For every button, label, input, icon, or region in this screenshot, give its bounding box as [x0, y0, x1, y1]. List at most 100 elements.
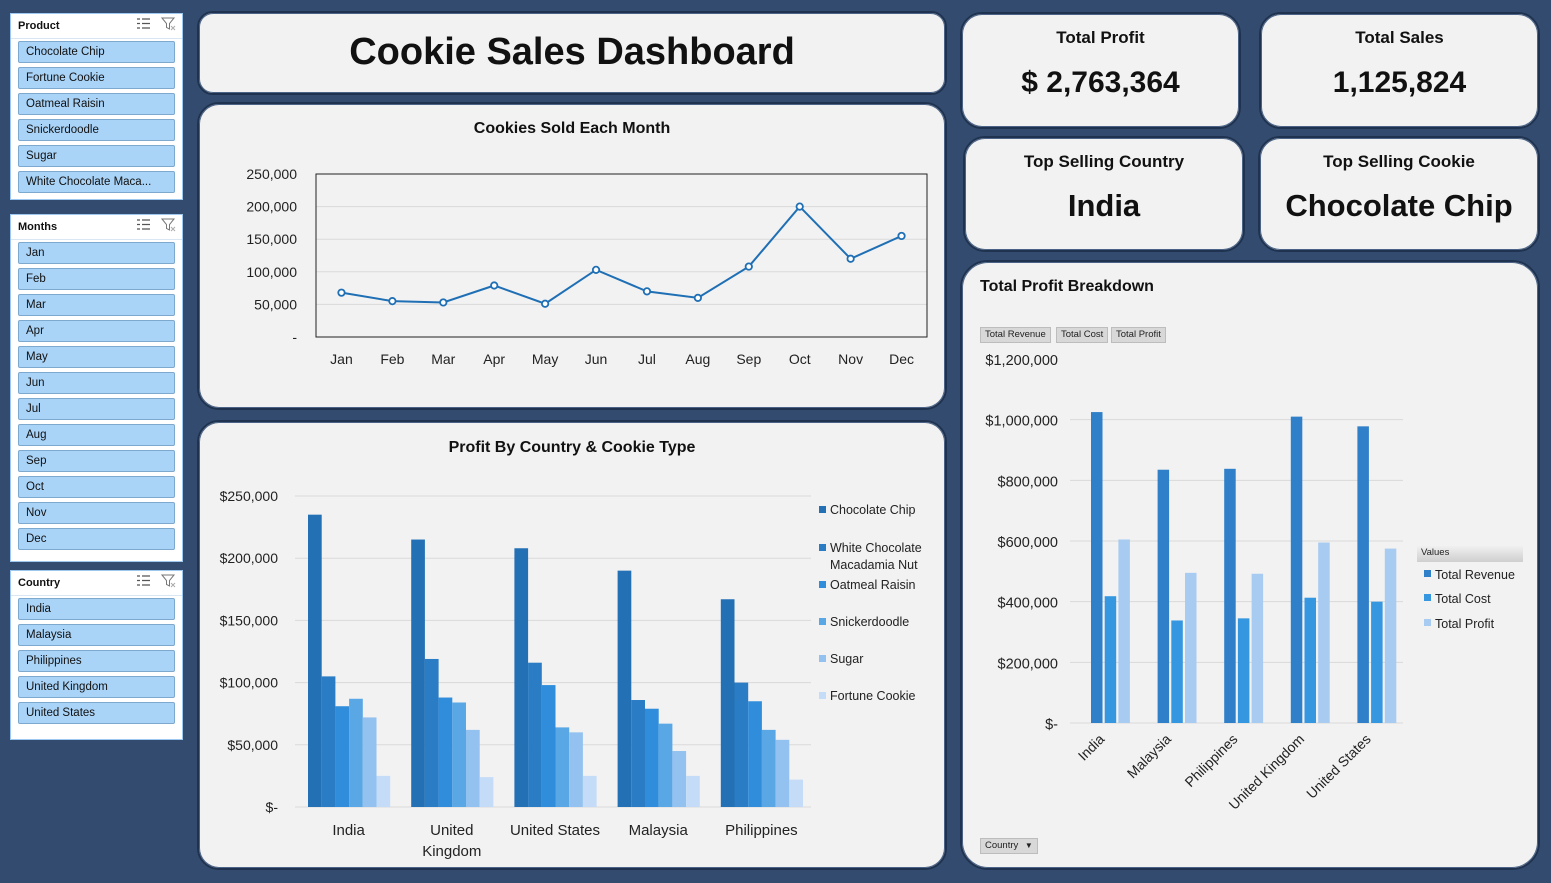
legend-swatch: [819, 506, 826, 513]
months-slicer-item-9[interactable]: Oct: [18, 476, 175, 498]
legend-swatch: [819, 618, 826, 625]
y-tick-label: -: [292, 329, 297, 345]
country-slicer-item-4[interactable]: United States: [18, 702, 175, 724]
bar-total-cost: [1104, 596, 1117, 723]
plot-frame: [315, 173, 928, 338]
y-tick-label: $50,000: [227, 737, 278, 753]
months-slicer-item-6[interactable]: Jul: [18, 398, 175, 420]
title-card: Cookie Sales Dashboard: [197, 11, 947, 95]
monthly-sales-line: [341, 205, 902, 305]
months-slicer-title: Months: [18, 221, 58, 233]
y-tick-label: 200,000: [246, 199, 297, 215]
bar-total-cost: [1304, 597, 1316, 723]
country-slicer-item-1[interactable]: Malaysia: [18, 624, 175, 646]
country-slicer-item-3[interactable]: United Kingdom: [18, 676, 175, 698]
clear-filter-icon[interactable]: [160, 574, 176, 593]
bar-sugar: [569, 732, 583, 807]
x-tick-label: May: [532, 351, 558, 367]
months-slicer-item-10[interactable]: Nov: [18, 502, 175, 524]
product-slicer-item-0[interactable]: Chocolate Chip: [18, 41, 175, 63]
x-tick-label: India: [332, 822, 365, 839]
total-revenue-field-button[interactable]: Total Revenue: [980, 327, 1051, 343]
clear-filter-icon[interactable]: [160, 17, 176, 36]
total-sales-card: Total Sales 1,125,824: [1259, 12, 1540, 129]
data-point-dec: [897, 231, 906, 241]
bar-white-chocolate-macadamia-nut: [528, 662, 542, 807]
country-field-button[interactable]: Country ▼: [980, 838, 1038, 854]
bar-total-profit: [1251, 573, 1264, 723]
bar-total-profit: [1384, 548, 1397, 723]
y-tick-label: $-: [1045, 717, 1058, 733]
multi-select-icon[interactable]: [136, 574, 151, 592]
country-slicer-item-2[interactable]: Philippines: [18, 650, 175, 672]
y-tick-label: $200,000: [220, 550, 279, 566]
country-slicer: Country India Malaysia Philippines United K…: [10, 570, 183, 740]
x-tick-label: Jun: [585, 351, 608, 367]
product-slicer: Product Chocolate Chip Fortune Cookie Oatm…: [10, 13, 183, 200]
multi-select-icon[interactable]: [136, 218, 151, 236]
total-profit-label: Total Profit: [1056, 28, 1145, 47]
bar-fortune-cookie: [789, 779, 803, 807]
x-tick-label: Apr: [483, 351, 505, 367]
legend-label: Snickerdoodle: [830, 615, 909, 629]
country-slicer-item-0[interactable]: India: [18, 598, 175, 620]
total-sales-value: 1,125,824: [1332, 66, 1467, 99]
bar-white-chocolate-macadamia-nut: [321, 676, 336, 807]
months-slicer-item-2[interactable]: Mar: [18, 294, 175, 316]
data-point-jun: [591, 265, 601, 274]
data-point-mar: [439, 298, 448, 307]
bar-total-revenue: [1224, 468, 1236, 723]
x-tick-label: Sep: [736, 351, 761, 367]
months-slicer-item-3[interactable]: Apr: [18, 320, 175, 342]
product-slicer-item-3[interactable]: Snickerdoodle: [18, 119, 175, 141]
legend-label: Total Revenue: [1435, 568, 1515, 582]
clear-filter-icon[interactable]: [160, 218, 176, 237]
bar-total-profit: [1118, 539, 1130, 723]
product-slicer-title: Product: [18, 20, 60, 32]
y-tick-label: 250,000: [246, 166, 297, 182]
months-slicer-item-11[interactable]: Dec: [18, 528, 175, 550]
bar-fortune-cookie: [479, 777, 494, 807]
bar-chocolate-chip: [720, 599, 735, 807]
product-slicer-item-4[interactable]: Sugar: [18, 145, 175, 167]
total-cost-field-button[interactable]: Total Cost: [1056, 327, 1109, 343]
months-slicer-item-5[interactable]: Jun: [18, 372, 175, 394]
total-sales-label: Total Sales: [1355, 28, 1444, 47]
months-slicer: Months Jan Feb Mar Apr May Jun Jul Aug Sep Oct Nov…: [10, 214, 183, 562]
top-cookie-value: Chocolate Chip: [1285, 188, 1513, 223]
bar-total-revenue: [1157, 469, 1170, 723]
values-field-label: Values: [1417, 546, 1523, 562]
legend-swatch: [1424, 570, 1431, 577]
x-tick-label: India: [1075, 731, 1108, 764]
months-slicer-item-8[interactable]: Sep: [18, 450, 175, 472]
months-slicer-item-1[interactable]: Feb: [18, 268, 175, 290]
country-slicer-header: Country: [11, 571, 182, 596]
x-tick-label: Kingdom: [422, 843, 481, 860]
data-point-aug: [693, 293, 702, 302]
months-slicer-item-4[interactable]: May: [18, 346, 175, 368]
data-point-jul: [642, 287, 652, 296]
total-profit-field-button[interactable]: Total Profit: [1111, 327, 1166, 343]
multi-select-icon[interactable]: [136, 17, 151, 35]
bar-total-cost: [1371, 601, 1383, 723]
top-country-card: Top Selling Country India: [963, 136, 1245, 252]
profit-breakdown-card: Total Profit Breakdown Total Revenue Tot…: [960, 260, 1540, 870]
product-slicer-item-1[interactable]: Fortune Cookie: [18, 67, 175, 89]
legend-label: Fortune Cookie: [830, 689, 916, 703]
months-slicer-item-0[interactable]: Jan: [18, 242, 175, 264]
product-slicer-item-2[interactable]: Oatmeal Raisin: [18, 93, 175, 115]
bar-total-profit: [1185, 572, 1197, 723]
country-field-label: Country: [985, 840, 1019, 851]
bar-oatmeal-raisin: [748, 701, 762, 807]
product-slicer-item-5[interactable]: White Chocolate Maca...: [18, 171, 175, 193]
months-slicer-item-7[interactable]: Aug: [18, 424, 175, 446]
x-tick-label: Dec: [889, 351, 914, 367]
data-point-nov: [846, 254, 855, 263]
x-tick-label: United States: [510, 822, 600, 839]
x-tick-label: Feb: [380, 351, 404, 367]
bar-chart-title: Profit By Country & Cookie Type: [448, 439, 696, 456]
profit-breakdown-chart: $- $200,000 $400,000 $600,000 $800,000 $1,000…: [985, 353, 1515, 813]
y-tick-label: 50,000: [254, 296, 297, 312]
line-chart-title: Cookies Sold Each Month: [473, 120, 671, 137]
x-tick-label: Malaysia: [1124, 731, 1175, 782]
